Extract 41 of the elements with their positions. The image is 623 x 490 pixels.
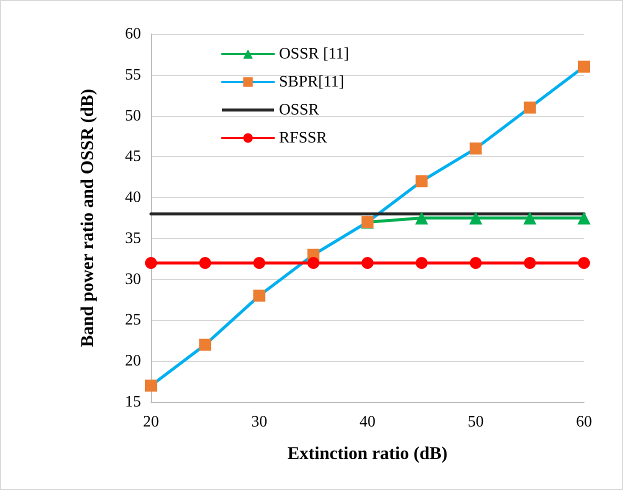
legend-label: OSSR [279,102,320,118]
y-tick-label: 35 [125,230,141,247]
y-tick-label: 25 [125,312,141,329]
y-tick-label: 20 [125,352,141,370]
point [415,212,428,224]
y-tick-label: 45 [125,148,141,166]
x-tick-label: 50 [468,414,484,430]
y-tick-label: 50 [125,107,141,124]
y-tick-label: 55 [125,66,141,84]
x-tick-label: 30 [251,414,268,430]
point [469,212,482,224]
legend-label: SBPR[11] [279,74,344,90]
y-tick-label: 30 [125,270,141,288]
point [578,60,590,73]
point [307,256,320,269]
point [470,256,482,269]
point [470,142,482,154]
point [145,256,157,269]
point [199,338,212,351]
y-tick-label: 15 [125,394,141,410]
point [199,256,212,269]
point [416,175,428,188]
point [416,256,428,269]
x-axis-title: Extinction ratio (dB) [288,443,448,463]
legend-label: OSSR [11] [279,46,350,62]
y-axis-title: Band power ratio and OSSR (dB) [77,88,97,348]
y-tick-label: 60 [125,26,141,42]
x-tick-label: 40 [360,414,376,430]
x-tick-label: 20 [143,414,159,430]
point [523,212,536,224]
point [524,102,536,114]
y-tick-label: 40 [125,189,141,206]
point [578,256,590,269]
point [253,256,266,269]
point [253,290,266,302]
point [145,380,157,392]
legend-label: RFSSR [279,130,328,146]
x-tick-label: 60 [576,414,592,430]
point [362,256,374,269]
point [524,256,536,269]
point [578,212,590,224]
